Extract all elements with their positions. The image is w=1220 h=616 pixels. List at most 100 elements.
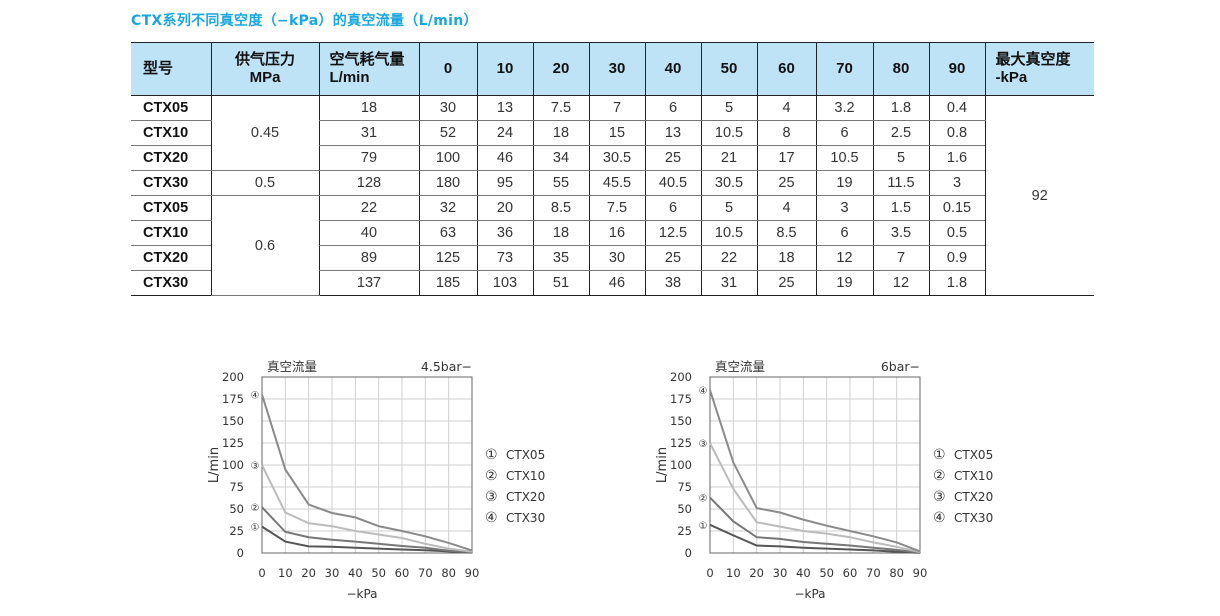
cell-air-consumption: 22 [318, 195, 419, 221]
cell-flow: 2.5 [872, 120, 929, 146]
table-row: CTX20 89 125 73 35 30 25 22 18 12 7 0.9 [131, 245, 1094, 271]
cell-supply-pressure: 0.5 [210, 170, 319, 196]
cell-flow: 32 [418, 195, 477, 221]
cell-flow: 13 [476, 95, 533, 121]
legend-marker: ③ [933, 489, 946, 505]
x-tick-label: 50 [371, 566, 386, 580]
cell-flow: 46 [588, 270, 645, 296]
header-vac-10: 10 [476, 42, 533, 96]
cell-flow: 20 [476, 195, 533, 221]
x-tick-label: 60 [843, 566, 858, 580]
y-tick-label: 150 [670, 414, 692, 428]
cell-flow: 8.5 [532, 195, 589, 221]
cell-flow: 55 [532, 170, 589, 196]
cell-flow: 3 [815, 195, 873, 221]
legend-marker: ④ [933, 510, 946, 526]
cell-model: CTX20 [131, 245, 211, 271]
y-tick-label: 125 [222, 436, 244, 450]
cell-flow: 25 [644, 145, 701, 171]
cell-flow: 4 [756, 95, 816, 121]
cell-flow: 5 [700, 95, 757, 121]
x-tick-label: 40 [348, 566, 363, 580]
x-tick-label: 20 [301, 566, 316, 580]
y-tick-label: 175 [670, 392, 692, 406]
y-tick-label: 100 [670, 458, 692, 472]
cell-max-vacuum: 92 [984, 95, 1094, 296]
y-tick-label: 25 [229, 524, 244, 538]
legend-label: CTX05 [954, 448, 993, 462]
cell-flow: 12.5 [644, 220, 701, 246]
header-vac-0: 0 [418, 42, 477, 96]
cell-model: CTX05 [131, 95, 211, 121]
cell-flow: 0.5 [928, 220, 985, 246]
x-tick-label: 10 [278, 566, 293, 580]
table-row: CTX30 0.5 128 180 95 55 45.5 40.5 30.5 25 19 11.5 3 [131, 170, 1094, 196]
cell-flow: 51 [532, 270, 589, 296]
cell-flow: 180 [418, 170, 477, 196]
header-vac-70: 70 [815, 42, 873, 96]
cell-flow: 18 [532, 220, 589, 246]
cell-flow: 25 [644, 245, 701, 271]
y-tick-label: 100 [222, 458, 244, 472]
cell-flow: 4 [756, 195, 816, 221]
legend-label: CTX10 [506, 469, 545, 483]
series-line-ctx05 [709, 523, 921, 554]
x-tick-label: 80 [889, 566, 904, 580]
x-tick-label: 0 [258, 566, 265, 580]
header-maxvac-label: 最大真空度 [995, 51, 1071, 68]
table-row: CTX05 0.6 22 32 20 8.5 7.5 6 5 4 3 1.5 0.15 [131, 195, 1094, 296]
cell-flow: 12 [872, 270, 929, 296]
x-tick-label: 60 [395, 566, 410, 580]
series-line-ctx20 [709, 442, 921, 554]
chart-subtitle: 4.5bar− [421, 359, 472, 374]
legend-marker: ① [933, 447, 946, 463]
x-tick-label: 30 [325, 566, 340, 580]
cell-flow: 0.9 [928, 245, 985, 271]
x-tick-label: 80 [441, 566, 456, 580]
flow-chart-6bar: 0 25 50 75 100 125 150 175 200 0 10 20 30 40 50 60 70 80 9… [628, 352, 1028, 608]
cell-flow: 46 [476, 145, 533, 171]
header-vac-60: 60 [756, 42, 816, 96]
cell-air-consumption: 79 [318, 145, 419, 171]
cell-flow: 19 [815, 170, 873, 196]
cell-model: CTX20 [131, 145, 211, 171]
cell-flow: 30.5 [700, 170, 757, 196]
plot-frame [709, 376, 921, 554]
cell-air-consumption: 31 [318, 120, 419, 146]
table-row: CTX10 31 52 24 18 15 13 10.5 8 6 2.5 0.8 [131, 120, 1094, 146]
x-tick-label: 90 [913, 566, 928, 580]
y-axis-label: L/min [655, 447, 670, 483]
cell-flow: 185 [418, 270, 477, 296]
cell-flow: 3.2 [815, 95, 873, 121]
cell-flow: 17 [756, 145, 816, 171]
cell-flow: 25 [756, 270, 816, 296]
cell-flow: 15 [588, 120, 645, 146]
x-tick-label: 90 [465, 566, 480, 580]
y-tick-label: 125 [670, 436, 692, 450]
y-tick-label: 75 [677, 480, 692, 494]
header-supply-pressure: 供气压力 MPa [210, 42, 319, 96]
chart-subtitle: 6bar− [881, 359, 920, 374]
table-row: CTX30 137 185 103 51 46 38 31 25 19 12 1.8 [131, 270, 1094, 296]
cell-flow: 1.8 [928, 270, 985, 296]
legend-label: CTX05 [506, 448, 545, 462]
table-row: CTX10 40 63 36 18 16 12.5 10.5 8.5 6 3.5 0.5 [131, 220, 1094, 246]
series-line-ctx30 [709, 389, 921, 553]
cell-flow: 95 [476, 170, 533, 196]
header-supply-unit: MPa [249, 69, 281, 86]
x-tick-label: 10 [726, 566, 741, 580]
header-vac-40: 40 [644, 42, 701, 96]
x-axis-label: −kPa [346, 587, 377, 601]
cell-flow: 1.6 [928, 145, 985, 171]
flow-chart-6bar-svg: 0 25 50 75 100 125 150 175 200 0 10 20 30 40 50 60 70 80 9… [655, 359, 993, 601]
x-tick-label: 40 [796, 566, 811, 580]
cell-flow: 52 [418, 120, 477, 146]
series-line-ctx10 [261, 506, 473, 554]
legend-marker: ① [485, 447, 498, 463]
y-tick-label: 0 [237, 546, 244, 560]
cell-flow: 0.15 [928, 195, 985, 221]
cell-flow: 1.8 [872, 95, 929, 121]
header-air-label: 空气耗气量 [329, 51, 405, 68]
x-tick-label: 30 [773, 566, 788, 580]
cell-flow: 7 [588, 95, 645, 121]
